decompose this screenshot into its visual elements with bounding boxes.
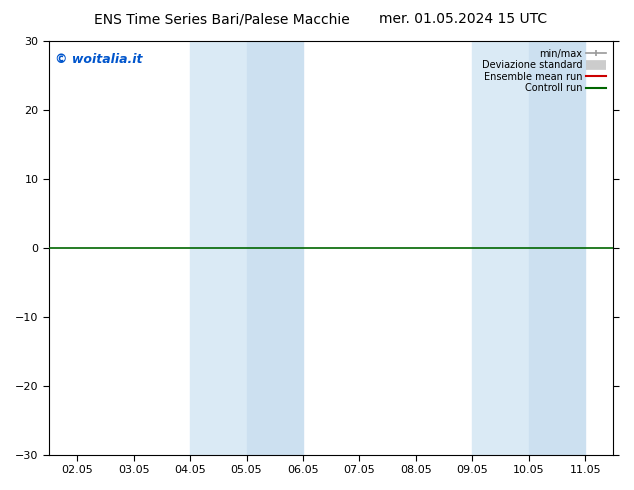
Bar — [247, 41, 303, 455]
Text: © woitalia.it: © woitalia.it — [55, 53, 142, 67]
Text: mer. 01.05.2024 15 UTC: mer. 01.05.2024 15 UTC — [378, 12, 547, 26]
Legend: min/max, Deviazione standard, Ensemble mean run, Controll run: min/max, Deviazione standard, Ensemble m… — [479, 46, 609, 96]
Bar — [472, 41, 529, 455]
Bar — [190, 41, 247, 455]
Bar — [529, 41, 585, 455]
Text: ENS Time Series Bari/Palese Macchie: ENS Time Series Bari/Palese Macchie — [94, 12, 350, 26]
